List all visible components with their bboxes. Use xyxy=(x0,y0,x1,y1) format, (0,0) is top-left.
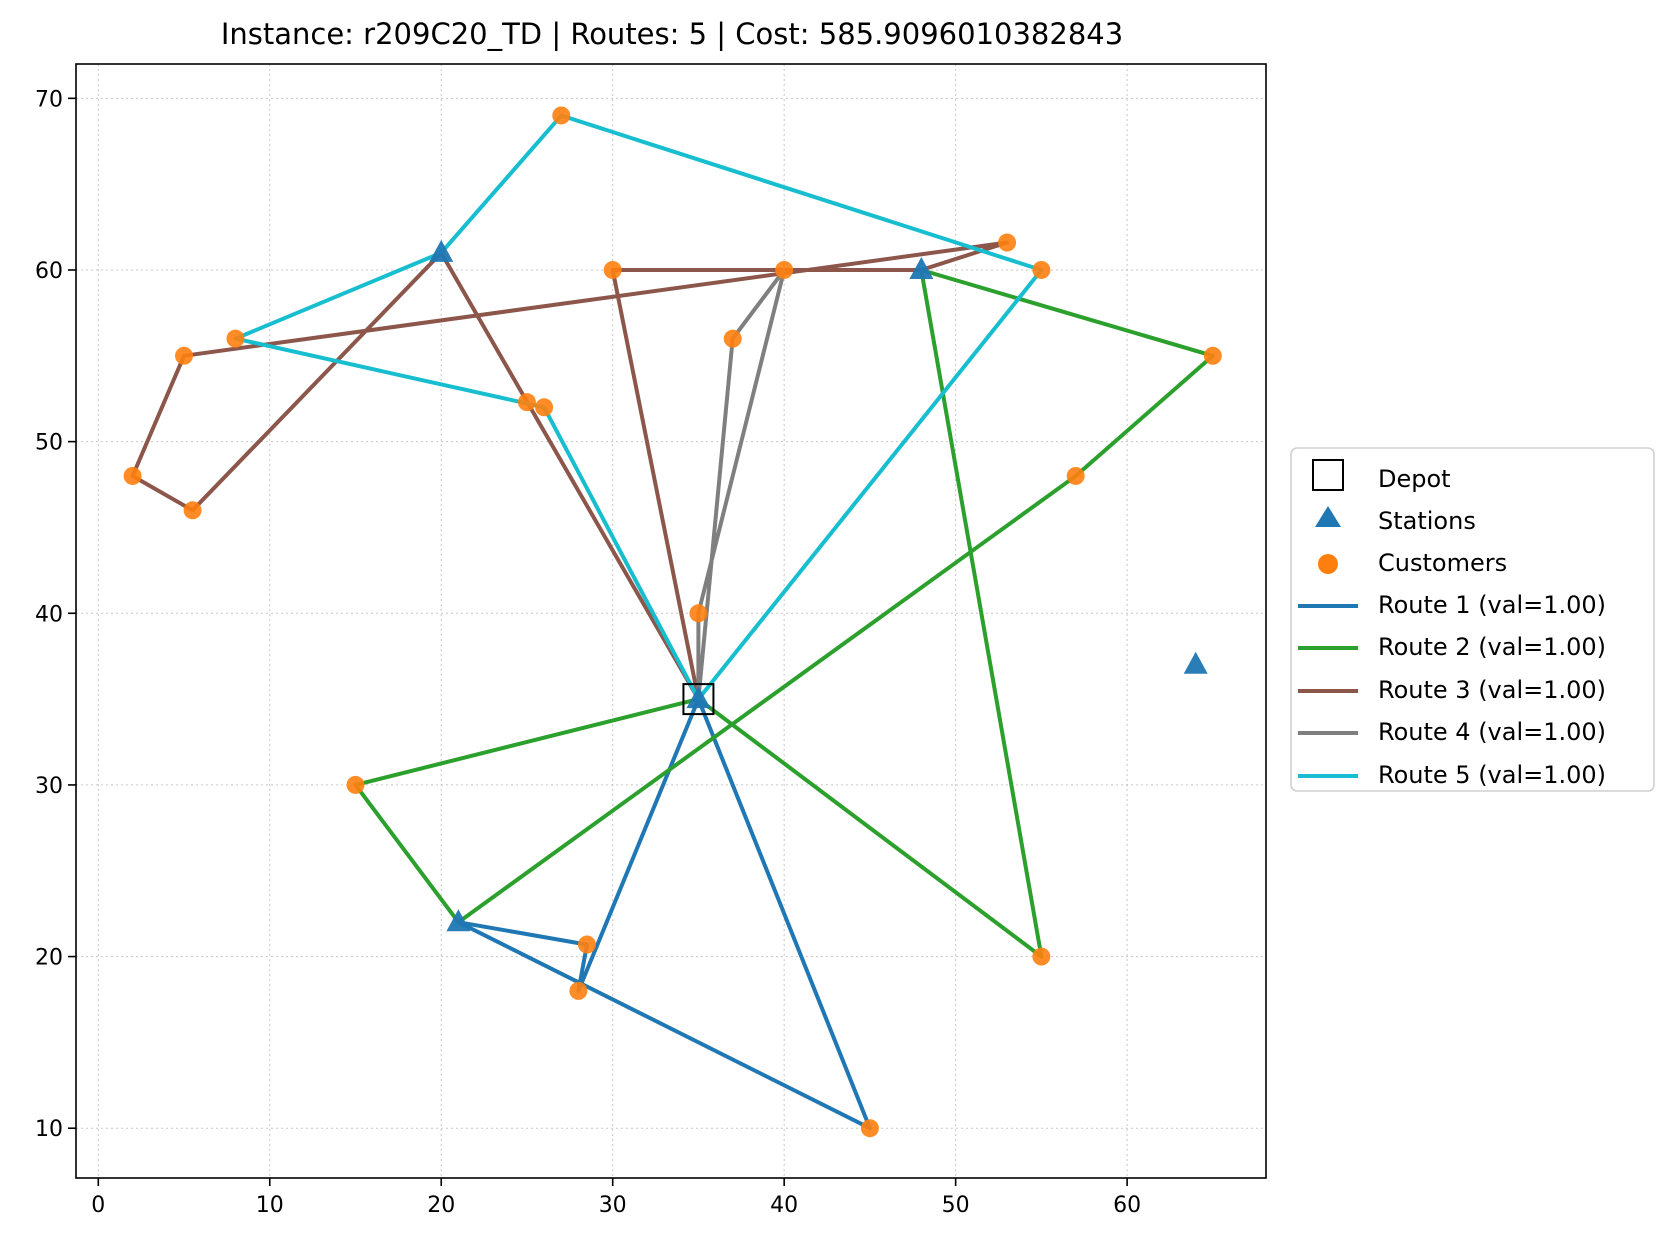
customer-point xyxy=(123,466,142,485)
route-1-line xyxy=(456,697,872,1131)
customer-point xyxy=(775,260,794,279)
customer-point xyxy=(1032,260,1051,279)
customer-point xyxy=(998,233,1017,252)
plot-background xyxy=(76,64,1266,1178)
y-tick-label: 60 xyxy=(35,259,63,284)
station-point xyxy=(429,239,454,262)
station-point xyxy=(686,686,711,709)
legend-route-4-label: Route 4 (val=1.00) xyxy=(1378,718,1606,746)
legend-stations-icon xyxy=(1315,506,1341,527)
legend-customers-icon xyxy=(1318,554,1338,574)
legend-customers-label: Customers xyxy=(1378,549,1507,577)
plot-frame xyxy=(75,63,1267,1179)
y-tick-label: 70 xyxy=(35,87,63,112)
legend-depot-icon xyxy=(1312,459,1344,491)
customer-point xyxy=(1203,346,1222,365)
legend-box xyxy=(1290,447,1655,792)
legend-depot-label: Depot xyxy=(1378,465,1451,493)
customer-point xyxy=(552,106,571,125)
customer-point xyxy=(183,501,202,520)
depot-point xyxy=(682,683,715,716)
customer-point xyxy=(723,329,742,348)
legend-route-3-label: Route 3 (val=1.00) xyxy=(1378,676,1606,704)
plot-area: 0 10 20 30 40 50 60 10 20 30 40 50 60 70 xyxy=(35,63,1267,1218)
customer-point xyxy=(577,935,596,954)
legend-route-5-label: Route 5 (val=1.00) xyxy=(1378,761,1606,789)
stations xyxy=(429,239,1208,932)
y-tick-label: 20 xyxy=(35,946,63,971)
y-tick-label: 10 xyxy=(35,1117,63,1142)
y-axis: 10 20 30 40 50 60 70 xyxy=(35,87,76,1142)
customer-point xyxy=(603,260,622,279)
customer-point xyxy=(1066,466,1085,485)
customer-point xyxy=(689,604,708,623)
customer-point xyxy=(569,981,588,1000)
x-tick-label: 20 xyxy=(427,1193,455,1218)
station-point xyxy=(1183,651,1208,674)
depot xyxy=(682,683,715,716)
customer-point xyxy=(175,346,194,365)
x-tick-label: 10 xyxy=(256,1193,284,1218)
customer-point xyxy=(346,775,365,794)
x-tick-label: 40 xyxy=(770,1193,798,1218)
x-tick-label: 60 xyxy=(1113,1193,1141,1218)
customer-point xyxy=(517,393,536,412)
customers xyxy=(123,106,1222,1138)
customer-point xyxy=(226,329,245,348)
chart-title: Instance: r209C20_TD | Routes: 5 | Cost:… xyxy=(221,17,1123,51)
legend-stations-label: Stations xyxy=(1378,507,1476,535)
y-tick-label: 50 xyxy=(35,431,63,456)
legend-route-2-label: Route 2 (val=1.00) xyxy=(1378,633,1606,661)
customer-point xyxy=(860,1119,879,1138)
x-tick-label: 30 xyxy=(599,1193,627,1218)
x-axis: 0 10 20 30 40 50 60 xyxy=(91,1178,1141,1218)
x-tick-label: 0 xyxy=(91,1193,105,1218)
legend: Depot Stations Customers Route 1 (val=1.… xyxy=(1290,447,1655,792)
station-point xyxy=(909,256,934,279)
customer-point xyxy=(1032,947,1051,966)
y-tick-label: 40 xyxy=(35,602,63,627)
x-tick-label: 50 xyxy=(942,1193,970,1218)
y-tick-label: 30 xyxy=(35,774,63,799)
station-point xyxy=(446,909,471,932)
route-3-line xyxy=(130,240,1010,702)
customer-point xyxy=(535,398,554,417)
legend-route-1-label: Route 1 (val=1.00) xyxy=(1378,591,1606,619)
route-2-line xyxy=(353,268,1215,959)
